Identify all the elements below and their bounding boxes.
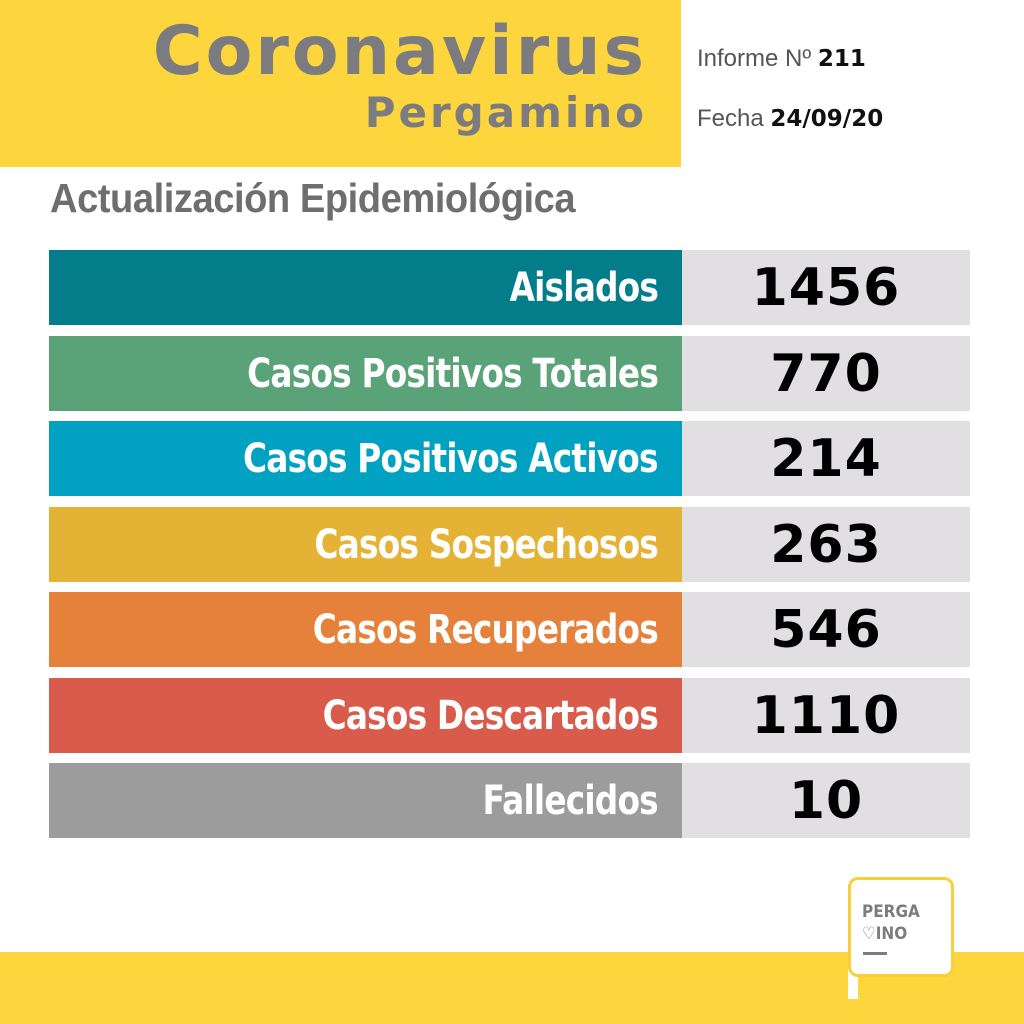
section-subtitle: Actualización Epidemiológica [50,175,576,221]
stat-value: 1110 [751,685,901,746]
stat-value: 10 [788,770,864,831]
page-title: Coronavirus [152,12,647,91]
stat-label: Casos Recuperados [312,606,659,653]
stat-value-cell: 263 [682,507,970,582]
stat-label: Casos Positivos Totales [247,350,659,397]
report-date: Fecha 24/09/20 [697,105,883,133]
stat-value: 1456 [751,257,901,318]
stat-label-cell: Fallecidos [49,763,682,838]
logo-underline [863,952,887,955]
header-banner: Coronavirus Pergamino [0,0,681,167]
city-name: Pergamino [364,88,647,137]
stat-value-cell: 10 [682,763,970,838]
stat-value-cell: 1110 [682,678,970,753]
stat-label: Casos Positivos Activos [243,435,658,482]
stat-row-aislados: Aislados 1456 [49,250,970,325]
report-date-value: 24/09/20 [770,106,884,132]
stat-label: Fallecidos [482,777,659,824]
stat-label: Aislados [509,264,658,311]
logo-text-line1: PERGA [862,902,920,922]
stat-label-cell: Casos Sospechosos [49,507,682,582]
stat-value-cell: 546 [682,592,970,667]
stat-value: 770 [770,343,882,404]
logo-speech-tail [848,965,858,999]
report-number: Informe Nº 211 [697,45,866,73]
stat-row-descartados: Casos Descartados 1110 [49,678,970,753]
stat-label-cell: Casos Positivos Activos [49,421,682,496]
stat-label-cell: Casos Positivos Totales [49,336,682,411]
stat-label-cell: Casos Recuperados [49,592,682,667]
stat-value: 263 [770,514,882,575]
report-date-label: Fecha [697,105,764,132]
report-number-value: 211 [817,46,866,72]
stat-label: Casos Sospechosos [314,521,658,568]
stat-value-cell: 1456 [682,250,970,325]
stat-row-sospechosos: Casos Sospechosos 263 [49,507,970,582]
report-number-label: Informe Nº [697,45,812,72]
stat-row-recuperados: Casos Recuperados 546 [49,592,970,667]
stat-value-cell: 214 [682,421,970,496]
stat-row-positivos-totales: Casos Positivos Totales 770 [49,336,970,411]
stat-value: 546 [770,599,882,660]
stat-value: 214 [770,428,882,489]
stat-label: Casos Descartados [322,692,659,739]
stat-row-positivos-activos: Casos Positivos Activos 214 [49,421,970,496]
logo-text-line2: ♡INO [862,924,908,944]
pergamino-logo: PERGA ♡INO [848,877,954,977]
stat-label-cell: Aislados [49,250,682,325]
stat-row-fallecidos: Fallecidos 10 [49,763,970,838]
stat-value-cell: 770 [682,336,970,411]
stat-label-cell: Casos Descartados [49,678,682,753]
